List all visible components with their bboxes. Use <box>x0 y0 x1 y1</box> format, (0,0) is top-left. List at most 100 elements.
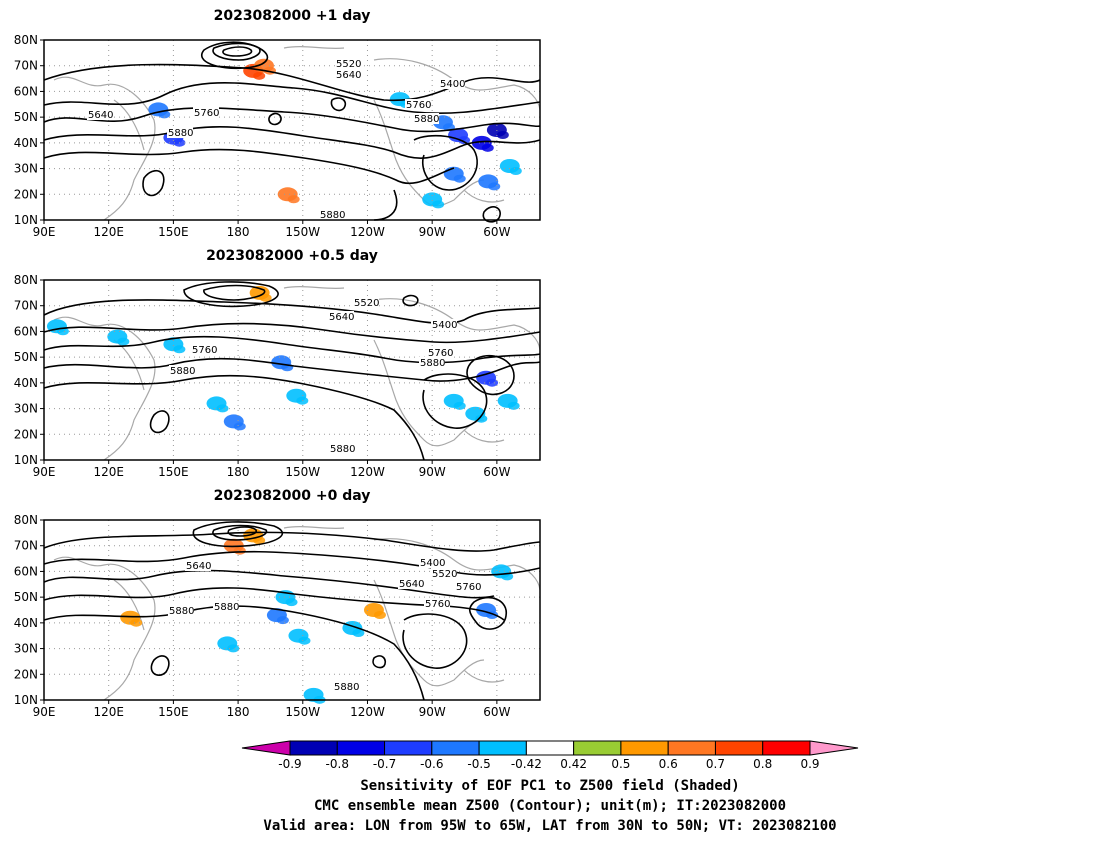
lon-tick-label: 150E <box>158 225 189 239</box>
z500-contour <box>466 354 515 396</box>
contour-label-bg <box>185 560 211 571</box>
contour-label: 5520 <box>432 569 457 580</box>
coastline <box>53 76 156 221</box>
z500-contour <box>43 569 495 599</box>
lat-tick-label: 80N <box>14 273 38 287</box>
lat-tick-label: 80N <box>14 513 38 527</box>
lat-tick-label: 50N <box>14 110 38 124</box>
colorbar-tick-label: 0.8 <box>753 757 772 771</box>
z500-contour <box>43 550 541 576</box>
lon-tick-label: 120W <box>350 705 385 719</box>
coastline <box>373 58 541 111</box>
z500-contour <box>43 299 541 325</box>
z500-contour <box>43 335 541 364</box>
coastline <box>53 556 156 701</box>
lat-tick-label: 70N <box>14 59 38 73</box>
sensitivity-blob <box>475 414 488 423</box>
contour-label: 5640 <box>88 110 113 121</box>
contour-label-bg <box>333 681 359 692</box>
sensitivity-blob <box>227 644 240 653</box>
z500-contour <box>201 41 269 70</box>
footer-line-1: Sensitivity of EOF PC1 to Z500 field (Sh… <box>360 778 740 794</box>
contour-label: 5520 <box>336 59 361 70</box>
sensitivity-blob <box>453 401 466 410</box>
contour-label: 5760 <box>406 100 431 111</box>
z500-contour <box>43 82 541 115</box>
contour-label-bg <box>168 605 194 616</box>
map-frame <box>43 279 541 461</box>
z500-contour <box>43 531 541 552</box>
colorbar-swatch <box>478 740 527 756</box>
contour-label: 5400 <box>420 558 445 569</box>
coastline <box>283 45 345 50</box>
map-background <box>44 520 540 700</box>
sensitivity-blob <box>373 611 386 619</box>
sensitivity-blob <box>285 598 298 607</box>
sensitivity-blob <box>488 182 501 191</box>
lon-tick-label: 90W <box>419 705 446 719</box>
lon-tick-label: 150W <box>285 225 320 239</box>
lon-tick-label: 60W <box>483 465 510 479</box>
contour-label: 5760 <box>425 599 450 610</box>
contour-label-bg <box>335 58 361 69</box>
contour-label-bg <box>335 69 361 80</box>
colorbar-tick-label: 0.7 <box>706 757 725 771</box>
sensitivity-blob <box>158 110 171 119</box>
contour-label: 5760 <box>192 345 217 356</box>
map-panel: 2023082000 +1 day55205640540056405760576… <box>14 8 541 239</box>
z500-contour <box>43 63 541 102</box>
lon-tick-label: 120E <box>93 705 124 719</box>
colorbar-swatch <box>384 740 433 756</box>
sensitivity-blob <box>276 616 289 625</box>
z500-contours <box>43 41 541 223</box>
colorbar-tick-label: -0.6 <box>420 757 443 771</box>
colorbar-swatch <box>762 740 811 756</box>
lon-tick-label: 90E <box>33 225 56 239</box>
lon-tick-label: 150W <box>285 465 320 479</box>
contour-label: 5400 <box>440 79 465 90</box>
colorbar-low-arrow <box>241 740 291 756</box>
contour-label: 5880 <box>334 682 359 693</box>
sensitivity-blob <box>253 71 266 80</box>
contour-label-bg <box>191 344 217 355</box>
lat-tick-label: 60N <box>14 324 38 338</box>
contour-label: 5880 <box>169 606 194 617</box>
colorbar-tick-label: -0.42 <box>511 757 542 771</box>
lat-tick-label: 40N <box>14 616 38 630</box>
contour-label-bg <box>439 78 465 89</box>
lon-tick-label: 150E <box>158 465 189 479</box>
z500-contour <box>43 374 425 461</box>
contour-label: 5880 <box>214 602 239 613</box>
panel-title: 2023082000 +0.5 day <box>206 248 378 264</box>
contour-label-bg <box>167 127 193 138</box>
contour-label-bg <box>169 365 195 376</box>
z500-contours <box>43 521 541 701</box>
lat-tick-label: 10N <box>14 693 38 707</box>
colorbar-tick-label: 0.9 <box>800 757 819 771</box>
z500-contour <box>402 613 468 669</box>
lat-tick-label: 70N <box>14 539 38 553</box>
footer-line-2: CMC ensemble mean Z500 (Contour); unit(m… <box>313 798 786 814</box>
colorbar-swatch <box>289 740 338 756</box>
lon-tick-label: 180 <box>227 705 250 719</box>
gridlines <box>44 40 540 220</box>
sensitivity-blob <box>253 536 266 545</box>
coastline <box>53 316 156 461</box>
z500-contour <box>183 281 279 308</box>
z500-contour <box>43 148 455 185</box>
panel-title: 2023082000 +0 day <box>214 488 371 504</box>
sensitivity-blob <box>259 293 272 302</box>
contour-label: 5640 <box>399 579 424 590</box>
lon-tick-label: 120E <box>93 465 124 479</box>
colorbar-swatch <box>431 740 480 756</box>
z500-contour <box>227 526 258 537</box>
contour-label: 5880 <box>420 358 445 369</box>
coastline <box>463 669 505 683</box>
z500-contour <box>330 97 347 112</box>
colorbar-swatch <box>667 740 716 756</box>
colorbar-swatch <box>620 740 669 756</box>
coastline <box>463 429 505 443</box>
contour-label-bg <box>455 581 481 592</box>
panel-title: 2023082000 +1 day <box>214 8 371 24</box>
